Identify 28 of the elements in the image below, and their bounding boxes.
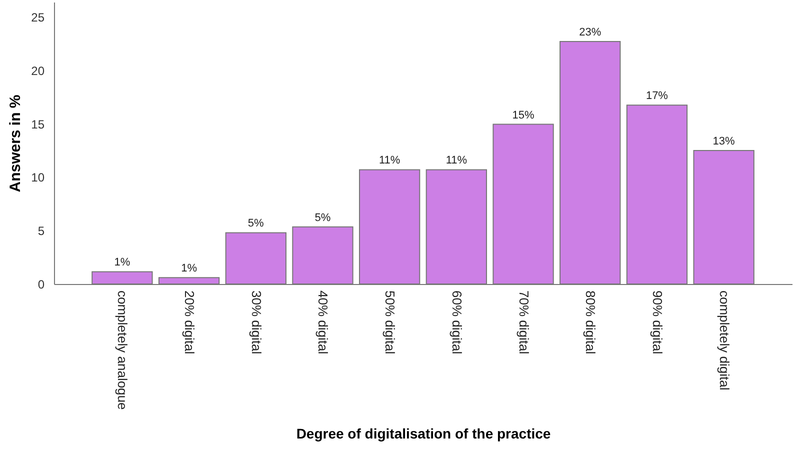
x-tick-label: 60% digital [449,290,464,354]
x-tick-label: 40% digital [316,290,331,354]
y-tick-label: 10 [31,170,45,185]
data-label: 15% [512,109,534,122]
data-label: 5% [314,212,331,224]
y-tick-label: 20 [31,64,45,78]
data-label: 5% [248,218,264,230]
x-tick-label: 70% digital [516,290,532,354]
data-label: 17% [646,90,668,102]
data-label: 23% [579,26,602,39]
x-tick-label: completely analogue [115,290,130,410]
data-label: 11% [446,154,468,167]
y-tick-label: 0 [38,278,45,292]
x-tick-label: completely digital [716,290,732,390]
y-tick-label: 25 [31,10,45,24]
x-tick-label: 50% digital [382,290,398,354]
x-tick-label: 90% digital [650,290,665,354]
x-axis-title: Degree of digitalisation of the practice [296,426,551,442]
x-tick-label: 80% digital [583,290,598,354]
x-tick-label: 30% digital [248,290,264,354]
x-tick-label: 20% digital [182,290,198,354]
data-label: 1% [114,256,130,269]
data-label: 13% [712,135,736,148]
y-axis-title: Answers in % [7,94,24,192]
data-label: 11% [378,154,400,167]
data-label: 1% [181,262,198,275]
y-tick-label: 5 [38,224,45,238]
y-tick-label: 15 [31,117,45,132]
